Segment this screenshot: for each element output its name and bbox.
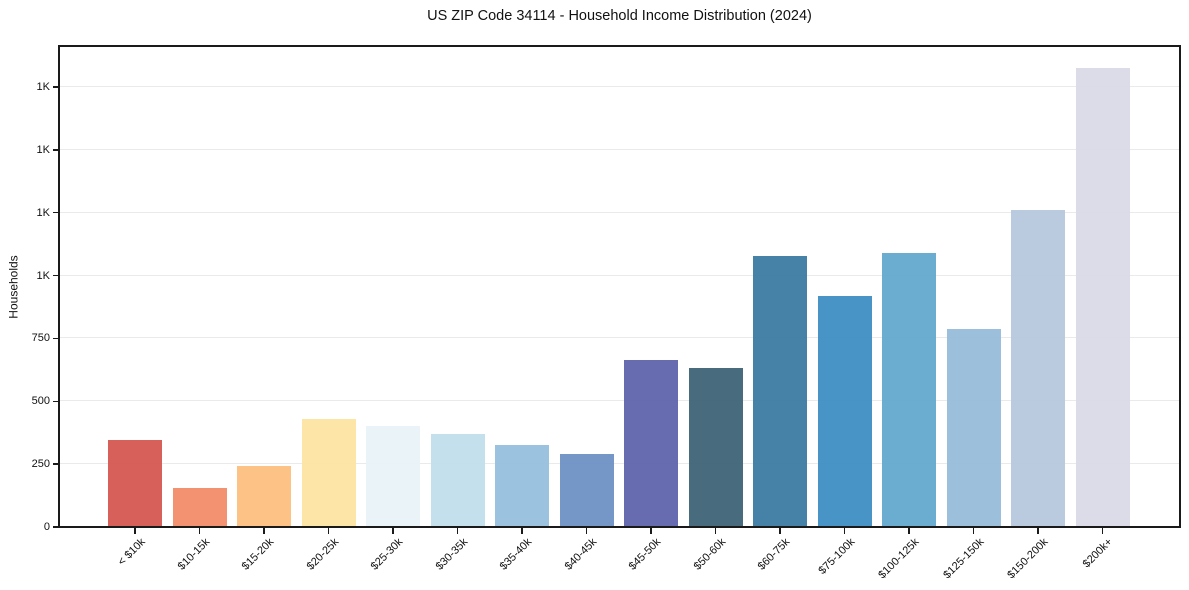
x-tick-mark <box>1037 528 1039 534</box>
bar <box>108 440 162 527</box>
x-tick-mark <box>198 528 201 534</box>
x-tick-label: $25-30k <box>368 536 406 573</box>
y-tick-label: 750 <box>31 332 50 345</box>
x-tick-mark <box>843 528 846 534</box>
right-spine <box>1179 45 1181 528</box>
x-tick-label: $45-50k <box>626 536 664 573</box>
plot-area <box>59 46 1180 527</box>
y-tick-label: 500 <box>31 395 50 408</box>
x-tick-label: $150-200k <box>1005 536 1051 582</box>
y-tick-label: 250 <box>31 458 50 471</box>
bar <box>1011 210 1065 527</box>
y-tick-label: 0 <box>43 521 50 533</box>
x-tick-mark <box>392 528 394 534</box>
x-tick-mark <box>521 528 523 534</box>
y-tick-mark <box>52 526 58 528</box>
bar <box>753 256 807 527</box>
x-tick-mark <box>585 528 588 534</box>
bar <box>624 360 678 527</box>
y-tick-mark <box>52 274 58 277</box>
bar <box>301 419 356 527</box>
x-tick-mark <box>650 528 652 534</box>
x-tick-mark <box>714 528 717 534</box>
gridline <box>59 148 1180 150</box>
x-tick-label: $10-15k <box>175 536 212 573</box>
x-tick-label: $125-150k <box>940 536 986 582</box>
bar <box>946 329 1001 527</box>
x-tick-label: < $10k <box>115 536 148 569</box>
gridline <box>59 85 1180 87</box>
x-tick-mark <box>456 528 459 534</box>
y-tick-mark <box>52 212 58 214</box>
bar <box>688 367 743 527</box>
x-tick-mark <box>1101 528 1104 534</box>
bar <box>237 465 291 527</box>
x-tick-label: $40-45k <box>562 536 599 573</box>
top-spine <box>58 45 1181 47</box>
y-tick-mark <box>52 86 58 88</box>
y-axis-label: Households <box>0 46 28 527</box>
bottom-spine <box>58 526 1181 528</box>
x-tick-mark <box>972 528 975 534</box>
gridline <box>59 337 1180 339</box>
y-tick-mark <box>52 463 58 465</box>
bar <box>1075 68 1130 527</box>
gridline <box>59 211 1180 213</box>
y-tick-mark <box>52 337 58 340</box>
x-tick-mark <box>327 528 330 534</box>
gridline <box>59 274 1180 276</box>
bar <box>172 487 227 527</box>
x-tick-label: $100-125k <box>876 536 922 582</box>
bar <box>366 426 420 527</box>
y-axis-label-text: Households <box>7 254 21 319</box>
y-tick-label: 1K <box>36 206 50 219</box>
x-tick-mark <box>263 528 265 534</box>
x-tick-mark <box>779 528 781 534</box>
x-tick-label: $15-20k <box>239 536 277 573</box>
y-tick-label: 1K <box>36 80 50 93</box>
bar <box>430 433 485 527</box>
y-tick-label: 1K <box>36 269 50 282</box>
x-tick-mark <box>908 528 910 534</box>
chart-title: US ZIP Code 34114 - Household Income Dis… <box>427 8 812 24</box>
x-tick-label: $20-25k <box>304 536 341 573</box>
y-tick-mark <box>52 400 58 402</box>
bar <box>817 296 872 527</box>
x-tick-label: $200k+ <box>1080 536 1115 571</box>
left-spine <box>58 45 60 528</box>
y-tick-label: 1K <box>36 143 50 156</box>
gridline <box>59 463 1180 465</box>
bar <box>495 445 549 527</box>
bar <box>882 252 936 527</box>
bar <box>559 453 614 527</box>
x-tick-mark <box>134 528 136 534</box>
x-tick-label: $35-40k <box>497 536 535 573</box>
x-tick-label: $60-75k <box>755 536 793 573</box>
gridline <box>59 400 1180 402</box>
x-tick-label: $30-35k <box>433 536 470 573</box>
x-tick-label: $75-100k <box>816 536 857 577</box>
y-tick-mark <box>52 149 58 151</box>
x-tick-label: $50-60k <box>691 536 728 573</box>
